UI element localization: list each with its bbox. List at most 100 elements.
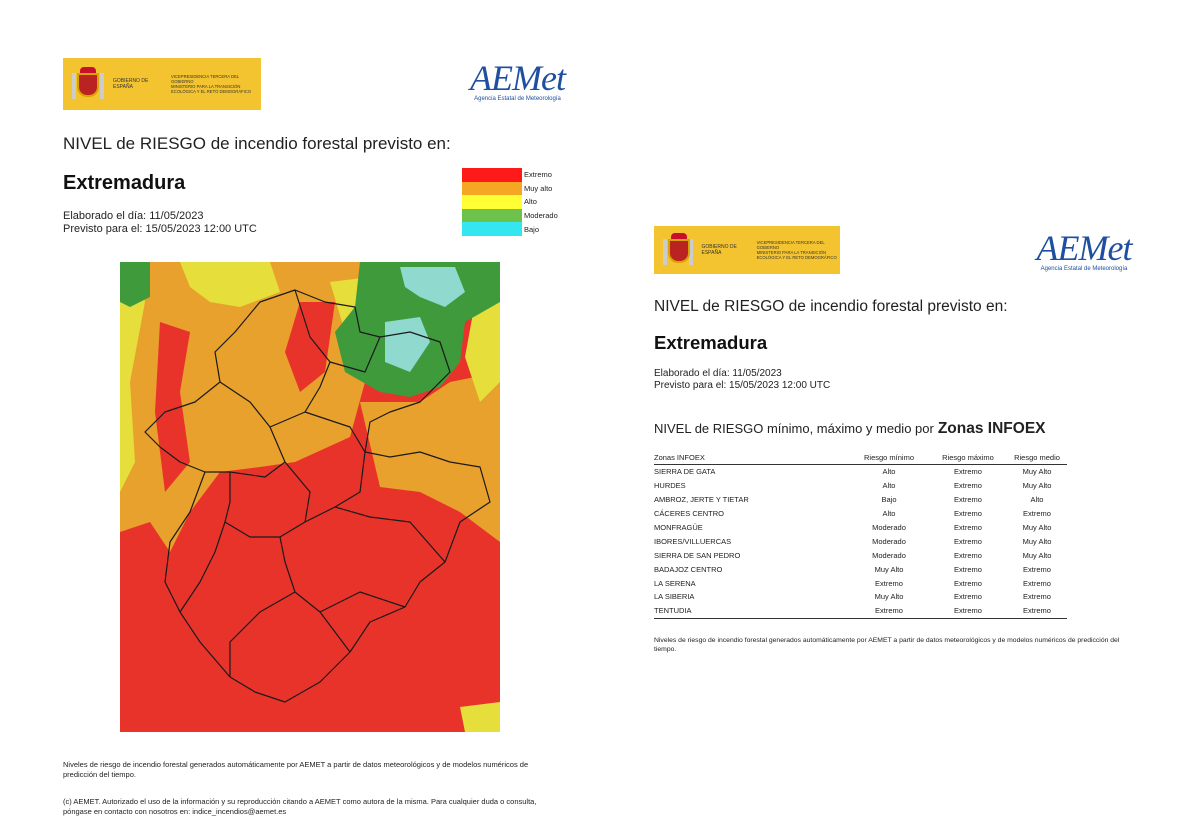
table-cell: Extremo xyxy=(1023,509,1051,519)
table-cell: Moderado xyxy=(872,523,906,532)
table-cell: Extremo xyxy=(1023,564,1051,574)
levels-footnote: Niveles de riesgo de incendio forestal g… xyxy=(63,760,529,779)
fire-risk-map-svg xyxy=(120,262,500,732)
map-report-page: Gobierno de España Vicepresidencia Terce… xyxy=(63,58,575,816)
legend-item: Muy alto xyxy=(462,181,558,196)
table-cell: Extremo xyxy=(954,467,982,477)
forecast-date: Previsto para el: 15/05/2023 12:00 UTC xyxy=(654,380,831,391)
table-row: LA SIBERIA Muy Alto Extremo Extremo xyxy=(654,590,1067,604)
table-cell: Alto xyxy=(882,481,896,491)
table-cell: Extremo xyxy=(954,481,982,491)
table-cell: Extremo xyxy=(954,564,982,574)
table-cell: Muy Alto xyxy=(1022,481,1052,491)
table-cell: Extremo xyxy=(1023,578,1051,588)
table-cell: TENTUDIA xyxy=(654,603,849,619)
forecast-date: Previsto para el: 15/05/2023 12:00 UTC xyxy=(63,223,257,235)
table-cell: Alto xyxy=(882,467,896,477)
table-cell: SIERRA DE SAN PEDRO xyxy=(654,550,741,560)
legend-item: Alto xyxy=(462,195,558,209)
column-header: Riesgo máximo xyxy=(929,452,1007,465)
legend-swatch xyxy=(462,181,522,196)
zones-heading: NIVEL de RIESGO mínimo, máximo y medio p… xyxy=(654,420,1046,437)
table-cell: HURDES xyxy=(654,481,686,491)
table-cell: Alto xyxy=(1030,495,1044,505)
report-heading: NIVEL de RIESGO de incendio forestal pre… xyxy=(654,298,1008,315)
table-cell: Bajo xyxy=(881,495,897,505)
zones-table: Zonas INFOEX Riesgo mínimo Riesgo máximo… xyxy=(654,452,1067,619)
report-heading: NIVEL de RIESGO de incendio forestal pre… xyxy=(63,134,451,153)
table-cell: Moderado xyxy=(872,536,906,546)
legend-swatch xyxy=(462,195,522,209)
aemet-logo: AEMet Agencia Estatal de Meteorología xyxy=(1030,230,1138,272)
table-row: SIERRA DE SAN PEDRO Moderado Extremo Muy Al… xyxy=(654,548,1067,562)
government-name: Gobierno de España xyxy=(701,244,737,256)
copyright-footnote: (c) AEMET. Autorizado el uso de la infor… xyxy=(63,797,537,816)
table-cell: Extremo xyxy=(875,578,903,588)
table-cell: Muy Alto xyxy=(874,592,904,602)
table-cell: Extremo xyxy=(954,536,982,546)
table-cell: Extremo xyxy=(954,550,982,560)
legend-item: Moderado xyxy=(462,208,558,223)
levels-footnote: Niveles de riesgo de incendio forestal g… xyxy=(654,637,1120,653)
table-cell: Muy Alto xyxy=(1022,550,1052,560)
table-row: SIERRA DE GATA Alto Extremo Muy Alto xyxy=(654,465,1067,479)
table-cell: Extremo xyxy=(954,495,982,505)
table-cell: Extremo xyxy=(1007,603,1067,619)
report-dates: Elaborado el día: 11/05/2023 Previsto pa… xyxy=(63,210,257,236)
table-cell: MONFRAGÜE xyxy=(654,523,703,532)
zones-report-page: Gobierno de España Vicepresidencia Terce… xyxy=(600,0,1200,840)
table-row: HURDES Alto Extremo Muy Alto xyxy=(654,479,1067,493)
table-cell: Muy Alto xyxy=(1022,536,1052,546)
aemet-subtitle: Agencia Estatal de Meteorología xyxy=(1040,266,1128,272)
table-row: BADAJOZ CENTRO Muy Alto Extremo Extremo xyxy=(654,562,1067,576)
table-cell: LA SERENA xyxy=(654,578,696,588)
coat-of-arms-icon xyxy=(662,233,694,267)
table-cell: AMBROZ, JERTE Y TIETAR xyxy=(654,495,749,505)
table-cell: Muy Alto xyxy=(1022,523,1052,532)
column-header: Riesgo medio xyxy=(1007,452,1067,465)
table-cell: SIERRA DE GATA xyxy=(654,467,716,477)
region-title: Extremadura xyxy=(63,172,186,194)
table-cell: Extremo xyxy=(954,578,982,588)
fire-risk-map xyxy=(120,262,500,732)
table-row: TENTUDIA Extremo Extremo Extremo xyxy=(654,603,1067,619)
risk-legend: Extremo Muy alto Alto Moderado Bajo xyxy=(462,168,558,236)
table-cell: Extremo xyxy=(954,523,982,532)
aemet-logo: AEMet Agencia Estatal de Meteorología xyxy=(460,60,575,102)
report-dates: Elaborado el día: 11/05/2023 Previsto pa… xyxy=(654,368,830,392)
government-name: Gobierno de España xyxy=(113,78,149,90)
legend-swatch xyxy=(462,222,522,236)
legend-swatch xyxy=(462,208,522,223)
legend-swatch xyxy=(462,168,522,182)
column-header: Riesgo mínimo xyxy=(849,452,929,465)
legend-item: Bajo xyxy=(462,222,558,236)
coat-of-arms-icon xyxy=(71,67,105,101)
government-logo: Gobierno de España Vicepresidencia Terce… xyxy=(63,58,261,110)
table-row: IBORES/VILLUERCAS Moderado Extremo Muy Alto xyxy=(654,534,1067,548)
ministry-name: Vicepresidencia Tercera del Gobierno Min… xyxy=(171,74,252,94)
table-cell: Moderado xyxy=(872,550,906,560)
table-cell: LA SIBERIA xyxy=(654,592,695,602)
elaborated-date: Elaborado el día: 11/05/2023 xyxy=(63,210,204,222)
table-row: CÁCERES CENTRO Alto Extremo Extremo xyxy=(654,507,1067,521)
map-risk-bajo-area xyxy=(385,267,465,372)
table-cell: Muy Alto xyxy=(1022,467,1052,477)
table-cell: CÁCERES CENTRO xyxy=(654,509,725,519)
aemet-wordmark: AEMet xyxy=(470,58,566,98)
aemet-wordmark: AEMet xyxy=(1036,228,1133,268)
aemet-subtitle: Agencia Estatal de Meteorología xyxy=(474,96,561,102)
table-cell: IBORES/VILLUERCAS xyxy=(654,536,732,546)
column-header: Zonas INFOEX xyxy=(654,452,849,465)
region-title: Extremadura xyxy=(654,332,768,353)
table-cell: Extremo xyxy=(849,603,929,619)
table-cell: BADAJOZ CENTRO xyxy=(654,564,723,574)
map-risk-extremo-strip xyxy=(155,302,335,492)
infoex-zone-borders xyxy=(144,289,491,703)
government-logo: Gobierno de España Vicepresidencia Terce… xyxy=(654,226,840,274)
table-row: AMBROZ, JERTE Y TIETAR Bajo Extremo Alto xyxy=(654,493,1067,507)
table-cell: Muy Alto xyxy=(874,564,904,574)
map-risk-muy-alto-area xyxy=(120,262,500,552)
table-row: MONFRAGÜE Moderado Extremo Muy Alto xyxy=(654,521,1067,535)
table-cell: Alto xyxy=(882,509,896,519)
table-cell: Extremo xyxy=(1023,592,1051,602)
